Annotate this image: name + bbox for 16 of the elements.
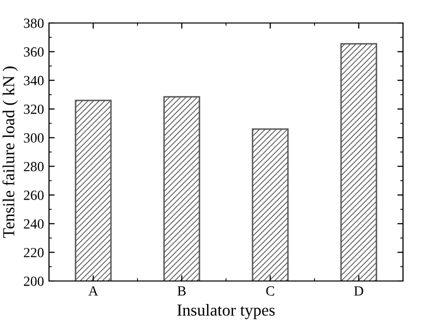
x-tick-label: C xyxy=(266,286,274,296)
x-tick-label: D xyxy=(354,286,364,296)
x-axis-title: Insulator types xyxy=(177,304,275,320)
y-tick-label: 360 xyxy=(24,47,44,57)
y-axis-title: Tensile failure load ( kN ) xyxy=(2,66,18,238)
y-tick-label: 200 xyxy=(24,276,44,286)
y-tick-label: 340 xyxy=(24,76,44,86)
y-tick-label: 320 xyxy=(24,104,44,114)
y-tick-label: 280 xyxy=(24,162,44,172)
y-tick-label: 260 xyxy=(24,190,44,200)
x-tick-label: A xyxy=(88,286,98,296)
y-tick-label: 380 xyxy=(24,18,44,28)
x-tick-label: B xyxy=(178,286,186,296)
y-tick-label: 240 xyxy=(24,219,44,229)
y-tick-label: 300 xyxy=(24,133,44,143)
y-tick-label: 220 xyxy=(24,248,44,258)
